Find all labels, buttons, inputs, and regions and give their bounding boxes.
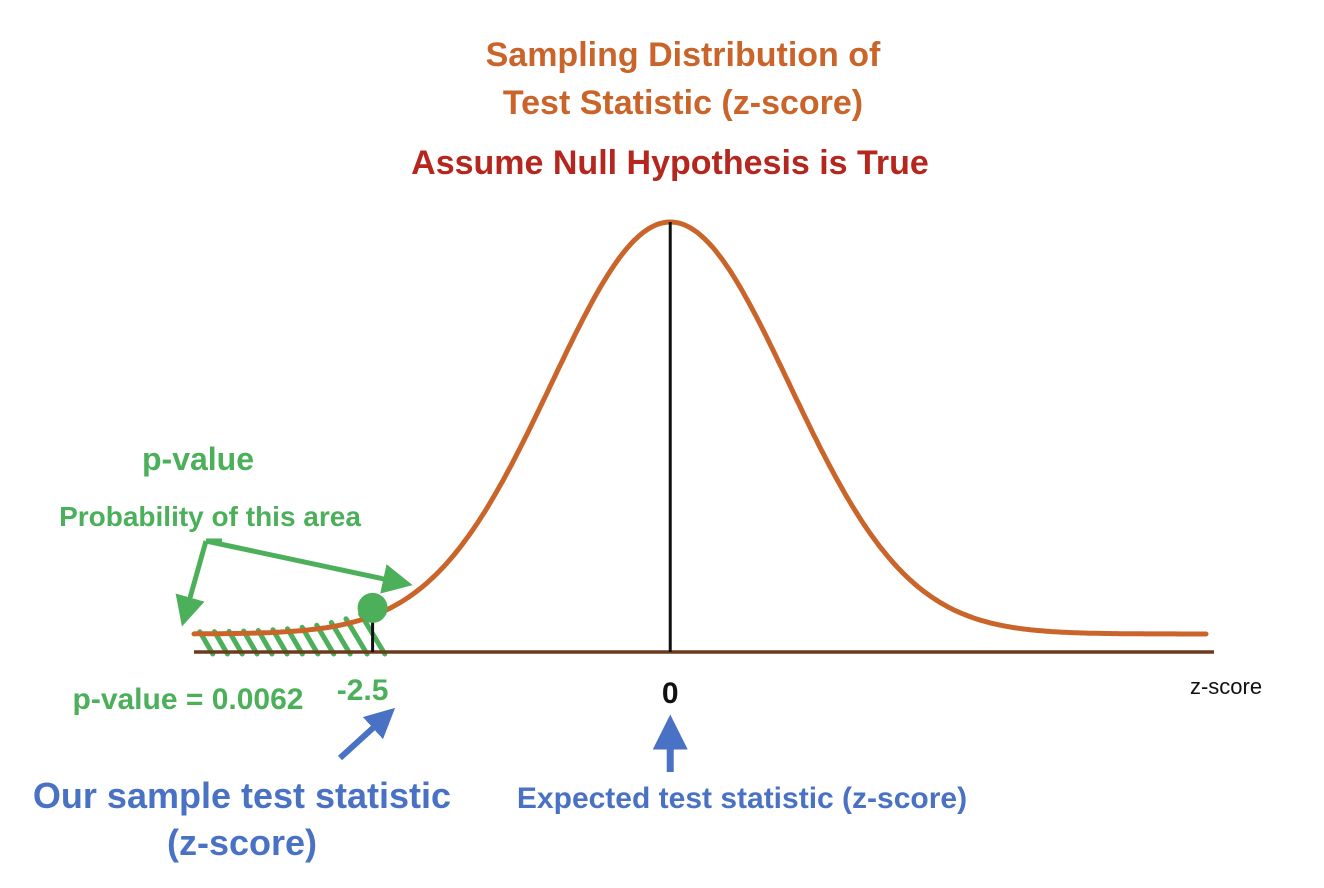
title-line-1: Sampling Distribution of xyxy=(486,36,881,74)
sample-annotation-line-2: (z-score) xyxy=(167,822,317,863)
callout-arrow-right xyxy=(205,538,413,594)
null-hypothesis-note: Assume Null Hypothesis is True xyxy=(411,144,929,182)
expected-annotation: Expected test statistic (z-score) xyxy=(517,782,967,815)
normal-distribution-curve xyxy=(191,219,1209,637)
callout-arrow-left xyxy=(175,540,209,627)
tick-label-center: 0 xyxy=(662,677,679,710)
axis-label: z-score xyxy=(1190,674,1262,699)
p-value-heading: p-value xyxy=(142,441,254,477)
sample-annotation-arrow xyxy=(337,707,396,761)
title-line-2: Test Statistic (z-score) xyxy=(503,84,863,122)
tick-label-sample: -2.5 xyxy=(337,674,389,707)
p-value-result: p-value = 0.0062 xyxy=(73,683,304,716)
sample-statistic-point xyxy=(357,592,388,623)
sample-annotation-line-1: Our sample test statistic xyxy=(33,775,451,816)
p-value-description: Probability of this area xyxy=(59,501,361,532)
